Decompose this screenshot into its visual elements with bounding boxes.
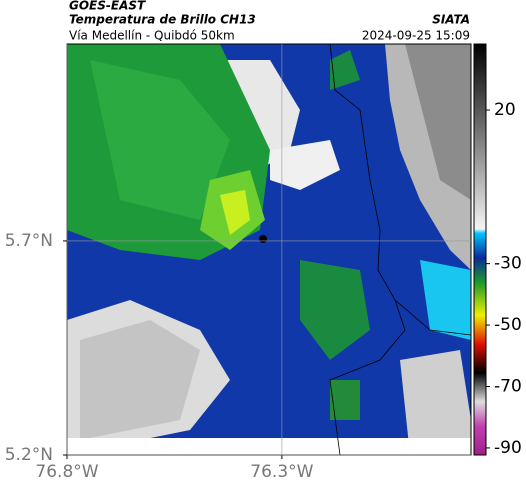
colorbar (473, 43, 487, 456)
source: GOES-EAST (69, 0, 146, 13)
y-tick-label: 5.2°N (5, 445, 53, 465)
x-tick-label: 76.8°W (35, 462, 98, 482)
colorbar-label: -30 (494, 254, 522, 274)
x-tick-label: 76.3°W (250, 462, 313, 482)
colorbar-label: 20 (494, 100, 516, 120)
title: Temperatura de Brillo CH13 (69, 13, 256, 27)
subtitle: Vía Medellín - Quibdó 50km (69, 29, 235, 43)
datetime: 2024-09-25 15:09 (362, 29, 470, 43)
satellite-image (67, 44, 471, 455)
colorbar-label: -50 (494, 315, 522, 335)
colorbar-label: -90 (494, 438, 522, 458)
colorbar-label: -70 (494, 377, 522, 397)
y-tick-label: 5.7°N (5, 231, 53, 251)
agency: SIATA (432, 13, 470, 27)
